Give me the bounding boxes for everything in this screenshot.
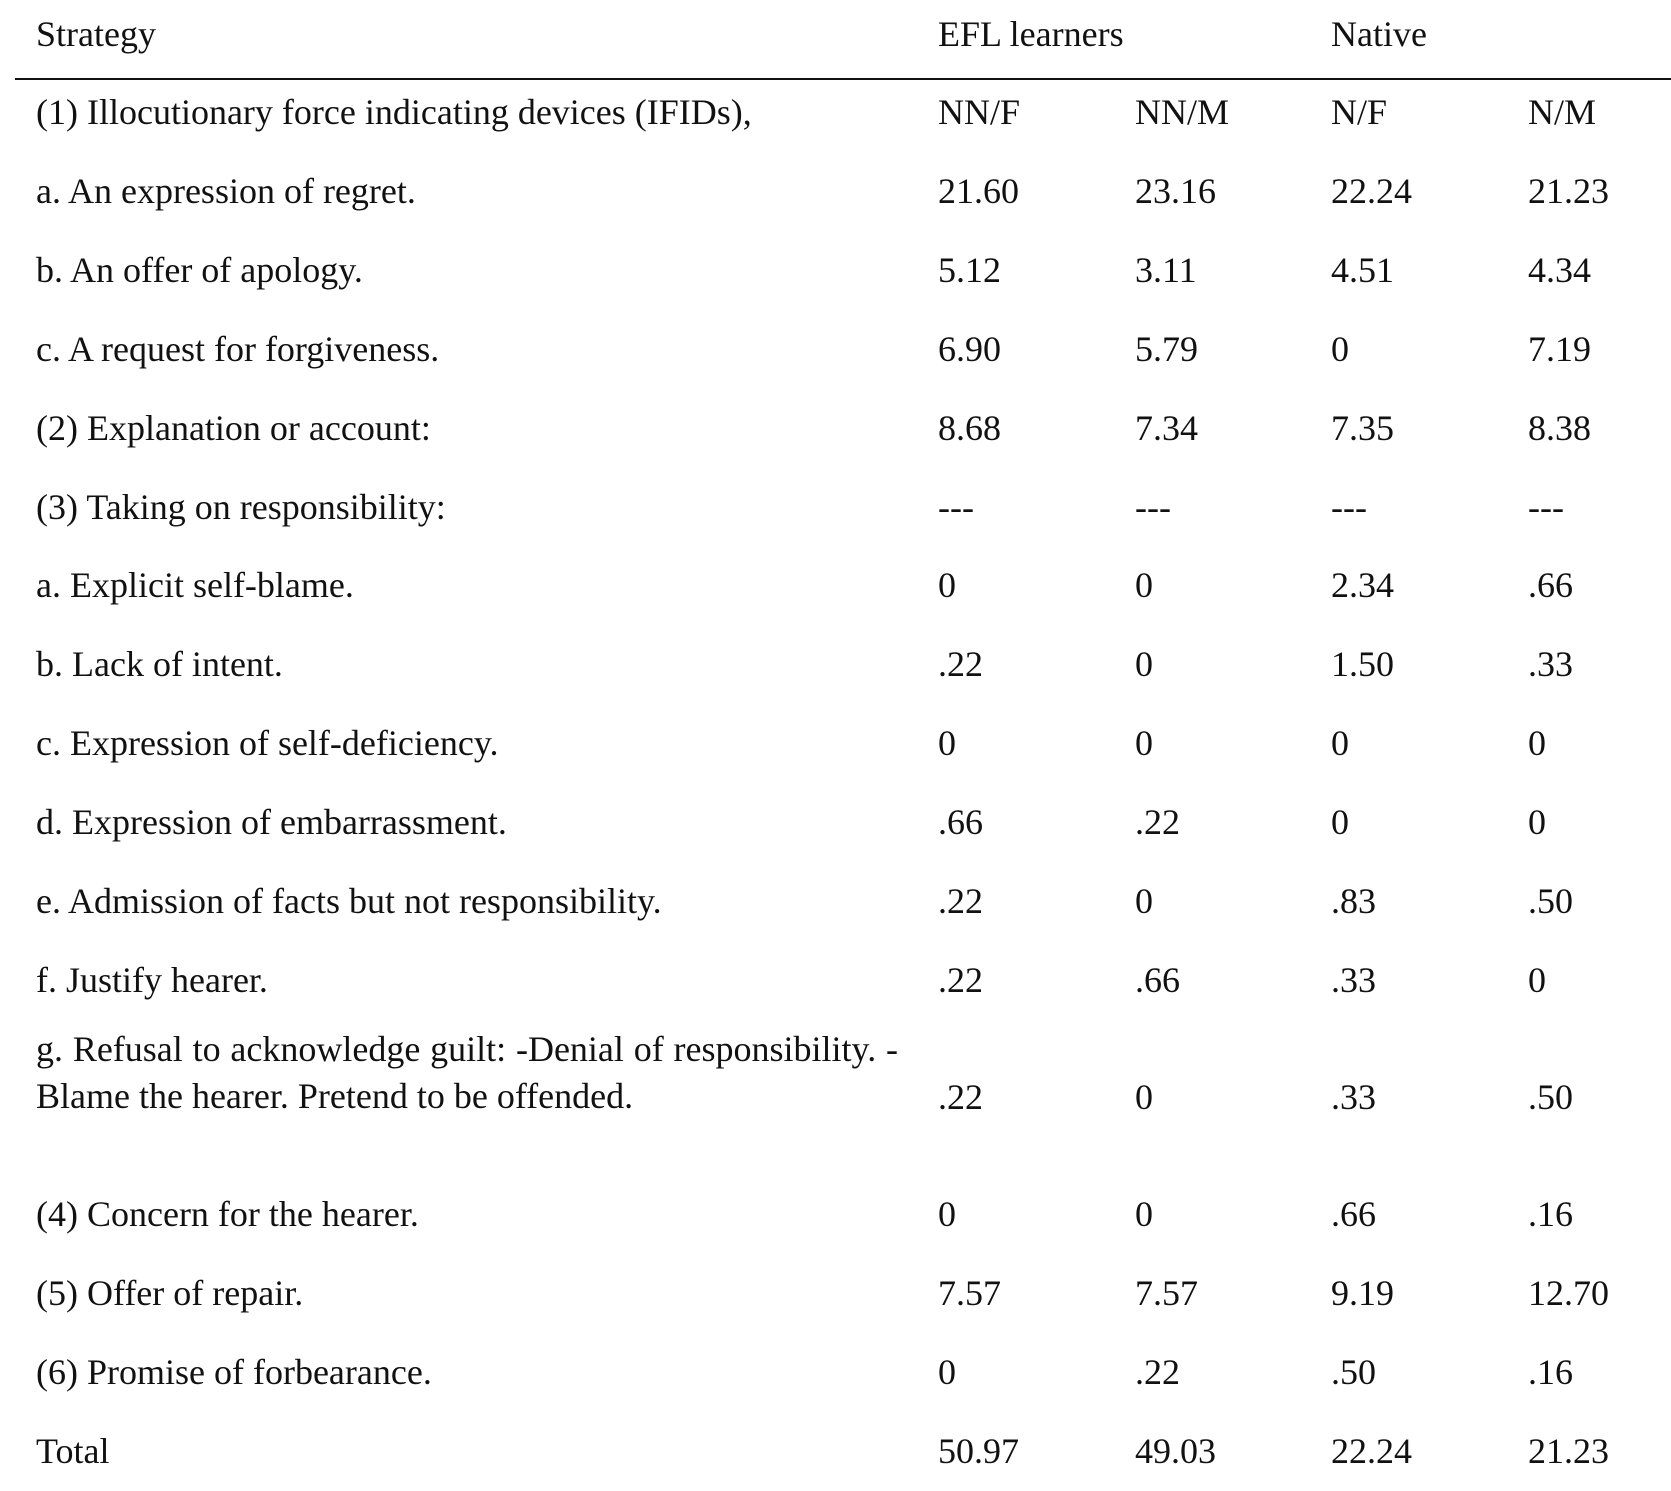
- value-n-f: 1.50: [1331, 644, 1394, 684]
- value-n-f: 2.34: [1331, 565, 1394, 605]
- value-n-f: .66: [1331, 1194, 1376, 1234]
- header-native: Native: [1331, 14, 1427, 54]
- value-nn-f: 8.68: [938, 408, 1001, 448]
- strategy-cell: c. Expression of self-deficiency.: [36, 723, 499, 763]
- strategy-cell: b. An offer of apology.: [36, 250, 363, 290]
- value-nn-f: 7.57: [938, 1273, 1001, 1313]
- value-n-f: .83: [1331, 881, 1376, 921]
- header-efl-learners: EFL learners: [938, 14, 1124, 54]
- strategy-cell: g. Refusal to acknowledge guilt: -Denial…: [36, 1029, 898, 1116]
- value-n-m: .16: [1528, 1352, 1573, 1392]
- value-n-f: 0: [1331, 723, 1349, 763]
- strategy-cell: a. Explicit self-blame.: [36, 565, 354, 605]
- value-nn-f: .66: [938, 802, 983, 842]
- value-nn-f: 5.12: [938, 250, 1001, 290]
- value-n-f: N/F: [1331, 92, 1388, 132]
- value-nn-f: 0: [938, 723, 956, 763]
- value-nn-m: 0: [1135, 723, 1153, 763]
- value-nn-f: 0: [938, 1194, 956, 1234]
- value-n-f: 7.35: [1331, 408, 1394, 448]
- strategy-cell: (6) Promise of forbearance.: [36, 1352, 432, 1392]
- value-n-m: 0: [1528, 960, 1546, 1000]
- value-n-m: .50: [1528, 881, 1573, 921]
- value-n-f: .33: [1331, 960, 1376, 1000]
- value-n-f: ---: [1331, 487, 1367, 527]
- value-n-f: 22.24: [1331, 171, 1412, 211]
- value-n-m: 12.70: [1528, 1273, 1609, 1313]
- value-nn-m: 23.16: [1135, 171, 1216, 211]
- value-nn-f: .22: [938, 881, 983, 921]
- value-nn-f: .22: [938, 644, 983, 684]
- value-nn-f: 21.60: [938, 171, 1019, 211]
- value-n-m: N/M: [1528, 92, 1597, 132]
- value-n-f: 4.51: [1331, 250, 1394, 290]
- value-n-f: 0: [1331, 329, 1349, 369]
- value-nn-m: 7.57: [1135, 1273, 1198, 1313]
- strategy-cell: (3) Taking on responsibility:: [36, 487, 446, 527]
- value-n-f: 0: [1331, 802, 1349, 842]
- value-nn-f: .22: [938, 960, 983, 1000]
- value-nn-f: ---: [938, 487, 974, 527]
- value-nn-m: 3.11: [1135, 250, 1197, 290]
- value-nn-m: .66: [1135, 960, 1180, 1000]
- value-n-m: 4.34: [1528, 250, 1591, 290]
- value-nn-f: NN/F: [938, 92, 1021, 132]
- strategy-cell: f. Justify hearer.: [36, 960, 268, 1000]
- value-n-f: .50: [1331, 1352, 1376, 1392]
- value-n-m: .66: [1528, 565, 1573, 605]
- value-n-m: 0: [1528, 723, 1546, 763]
- value-nn-m: 5.79: [1135, 329, 1198, 369]
- strategy-cell: (2) Explanation or account:: [36, 408, 431, 448]
- strategy-cell: (5) Offer of repair.: [36, 1273, 304, 1313]
- value-n-m: 7.19: [1528, 329, 1591, 369]
- value-nn-m: 0: [1135, 1077, 1153, 1117]
- value-nn-m: .22: [1135, 802, 1180, 842]
- value-nn-f: 0: [938, 565, 956, 605]
- header-strategy: Strategy: [36, 14, 156, 54]
- strategy-cell: d. Expression of embarrassment.: [36, 802, 507, 842]
- value-n-m: 21.23: [1528, 1431, 1609, 1471]
- strategy-cell: (4) Concern for the hearer.: [36, 1194, 419, 1234]
- value-n-f: 22.24: [1331, 1431, 1412, 1471]
- value-n-f: 9.19: [1331, 1273, 1394, 1313]
- strategy-cell: a. An expression of regret.: [36, 171, 416, 211]
- strategy-cell: (1) Illocutionary force indicating devic…: [36, 92, 752, 132]
- value-n-m: .33: [1528, 644, 1573, 684]
- value-nn-m: 49.03: [1135, 1431, 1216, 1471]
- value-n-m: 21.23: [1528, 171, 1609, 211]
- value-nn-m: 0: [1135, 881, 1153, 921]
- strategy-cell: c. A request for forgiveness.: [36, 329, 440, 369]
- value-nn-f: 6.90: [938, 329, 1001, 369]
- value-n-m: 0: [1528, 802, 1546, 842]
- value-nn-m: .22: [1135, 1352, 1180, 1392]
- strategy-cell: Total: [36, 1431, 110, 1471]
- value-nn-f: 50.97: [938, 1431, 1019, 1471]
- value-nn-f: .22: [938, 1077, 983, 1117]
- value-n-m: .50: [1528, 1077, 1573, 1117]
- value-n-m: ---: [1528, 487, 1564, 527]
- strategy-cell: e. Admission of facts but not responsibi…: [36, 881, 662, 921]
- value-n-m: .16: [1528, 1194, 1573, 1234]
- value-nn-m: 0: [1135, 644, 1153, 684]
- value-nn-m: ---: [1135, 487, 1171, 527]
- value-nn-m: NN/M: [1135, 92, 1230, 132]
- strategy-cell: b. Lack of intent.: [36, 644, 283, 684]
- value-nn-m: 7.34: [1135, 408, 1198, 448]
- value-n-m: 8.38: [1528, 408, 1591, 448]
- value-nn-f: 0: [938, 1352, 956, 1392]
- value-n-f: .33: [1331, 1077, 1376, 1117]
- value-nn-m: 0: [1135, 565, 1153, 605]
- header-divider: [15, 78, 1671, 80]
- value-nn-m: 0: [1135, 1194, 1153, 1234]
